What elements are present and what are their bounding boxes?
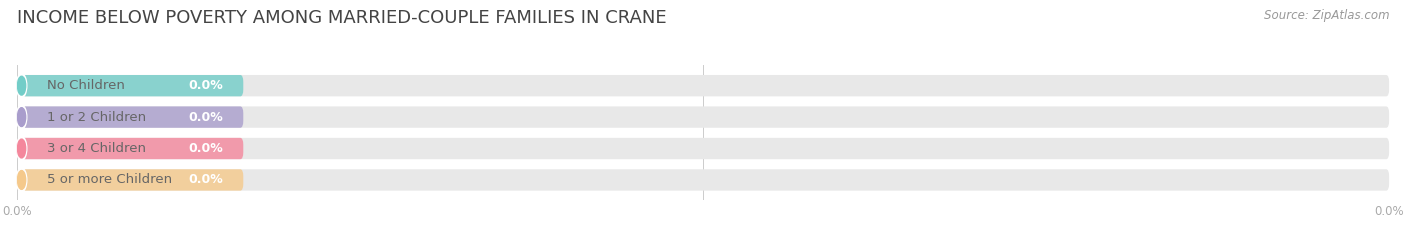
FancyBboxPatch shape [17, 106, 243, 128]
Circle shape [17, 137, 27, 161]
FancyBboxPatch shape [17, 169, 1389, 191]
Text: 0.0%: 0.0% [188, 142, 222, 155]
FancyBboxPatch shape [17, 106, 1389, 128]
Circle shape [17, 108, 25, 127]
FancyBboxPatch shape [17, 75, 243, 96]
Circle shape [17, 168, 27, 192]
Text: 3 or 4 Children: 3 or 4 Children [46, 142, 146, 155]
Circle shape [17, 171, 25, 189]
Text: 5 or more Children: 5 or more Children [46, 173, 172, 186]
Circle shape [17, 74, 27, 98]
Circle shape [17, 139, 25, 158]
Text: 0.0%: 0.0% [188, 79, 222, 92]
FancyBboxPatch shape [17, 75, 1389, 96]
FancyBboxPatch shape [17, 169, 243, 191]
Text: 1 or 2 Children: 1 or 2 Children [46, 111, 146, 123]
Text: No Children: No Children [46, 79, 125, 92]
Text: 0.0%: 0.0% [188, 111, 222, 123]
Text: Source: ZipAtlas.com: Source: ZipAtlas.com [1264, 9, 1389, 22]
Text: INCOME BELOW POVERTY AMONG MARRIED-COUPLE FAMILIES IN CRANE: INCOME BELOW POVERTY AMONG MARRIED-COUPL… [17, 9, 666, 27]
Text: 0.0%: 0.0% [188, 173, 222, 186]
FancyBboxPatch shape [17, 138, 243, 159]
Circle shape [17, 76, 25, 95]
Circle shape [17, 105, 27, 129]
FancyBboxPatch shape [17, 138, 1389, 159]
